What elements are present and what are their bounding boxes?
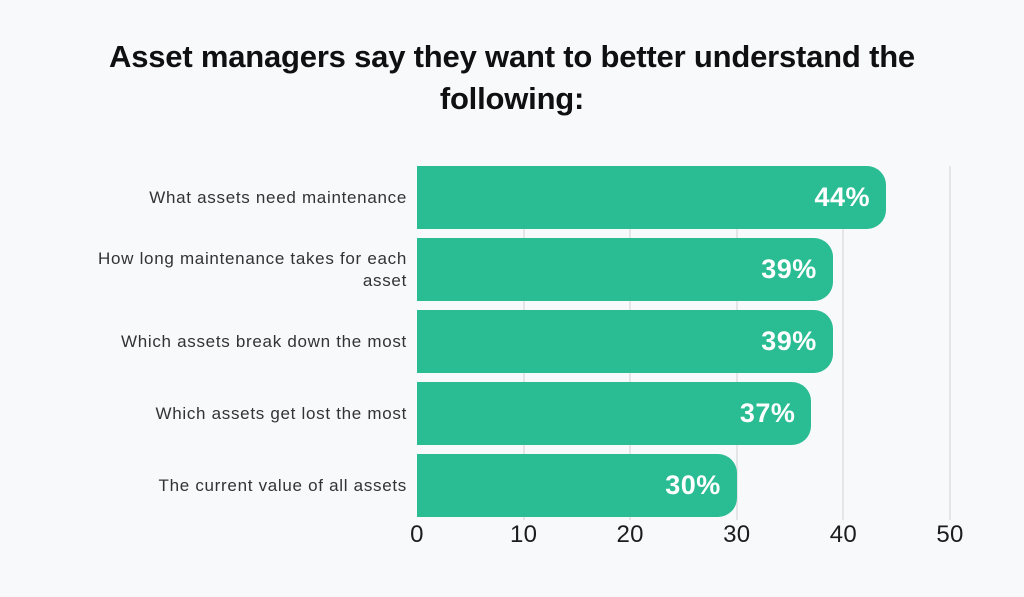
category-axis: What assets need maintenance How long ma… (0, 166, 407, 517)
plot-area: 44% 39% 39% 37% 30% (417, 166, 951, 520)
x-tick-0: 0 (410, 521, 424, 548)
chart-title-line-1: Asset managers say they want to better u… (109, 39, 915, 74)
category-label: Which assets get lost the most (155, 403, 407, 423)
bar-current-value-of-assets: 30% (417, 454, 737, 517)
category-label: The current value of all assets (158, 475, 407, 495)
chart-title-line-2: following: (439, 81, 585, 116)
category-label: What assets need maintenance (149, 187, 407, 207)
category-label-row: Which assets break down the most (0, 310, 407, 373)
gridline-40 (842, 166, 845, 520)
bar-which-assets-break-down: 39% (417, 310, 833, 373)
category-label: How long maintenance takes for each asse… (98, 248, 407, 290)
bar-value-label: 44% (814, 182, 871, 212)
category-label: Which assets break down the most (120, 331, 407, 351)
category-label-row: The current value of all assets (0, 454, 407, 517)
chart-title: Asset managers say they want to better u… (0, 36, 1024, 120)
bar-which-assets-get-lost: 37% (417, 382, 812, 445)
x-axis: 0 10 20 30 40 50 (410, 521, 963, 551)
x-tick-20: 20 (616, 521, 644, 548)
bars-group: 44% 39% 39% 37% 30% (417, 166, 950, 517)
bar-what-assets-need-maintenance: 44% (417, 166, 887, 229)
category-label-row: How long maintenance takes for each asse… (0, 238, 407, 301)
bar-value-label: 39% (761, 254, 817, 284)
gridline-50 (949, 166, 951, 520)
x-tick-30: 30 (723, 521, 751, 548)
category-label-row: Which assets get lost the most (0, 382, 407, 445)
bar-value-label: 39% (761, 326, 817, 356)
x-tick-10: 10 (509, 521, 538, 548)
bar-value-label: 37% (739, 398, 796, 428)
bar-how-long-maintenance-takes: 39% (417, 238, 833, 301)
x-tick-50: 50 (936, 521, 964, 548)
bar-value-label: 30% (665, 470, 721, 500)
category-label-row: What assets need maintenance (0, 166, 407, 229)
x-tick-40: 40 (829, 521, 858, 548)
